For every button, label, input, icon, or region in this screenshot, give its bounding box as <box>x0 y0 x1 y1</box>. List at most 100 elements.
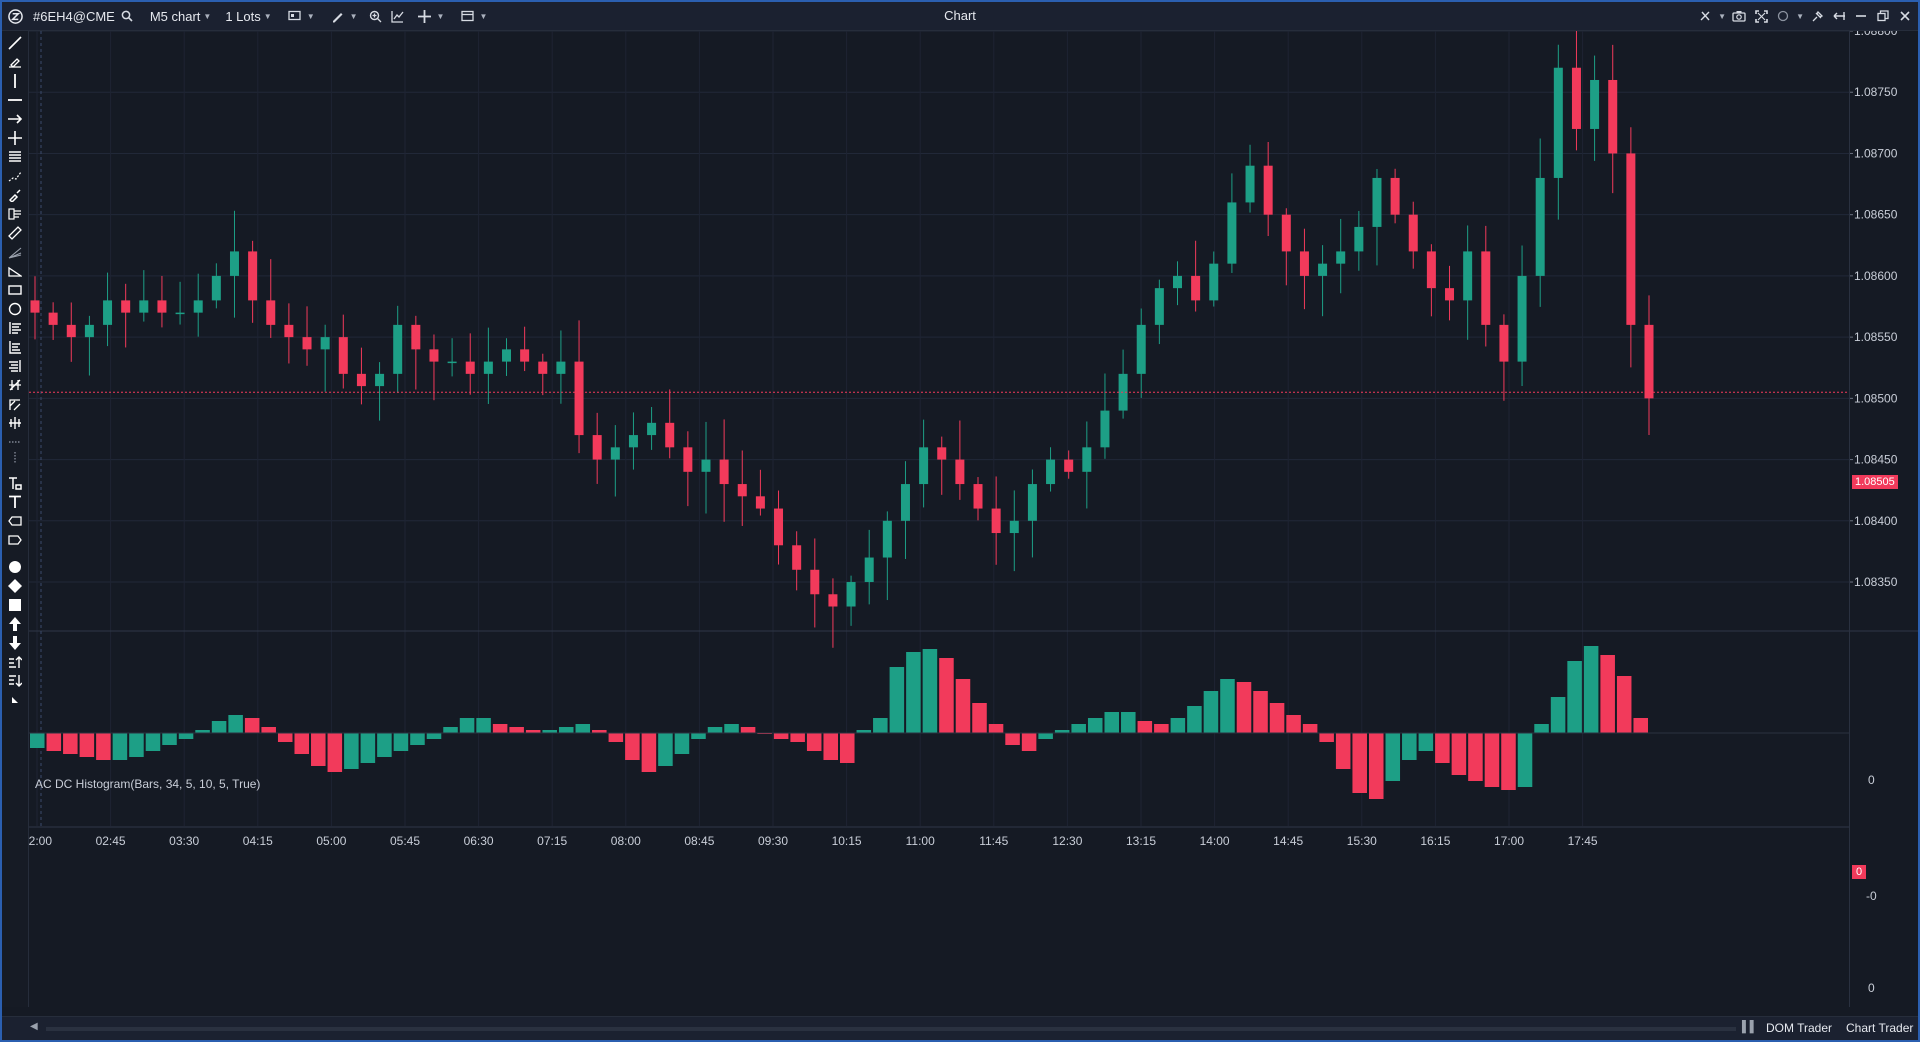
histogram-bar <box>476 718 491 733</box>
ray-icon[interactable] <box>5 110 25 128</box>
histogram-bar <box>1203 691 1219 733</box>
vertical-line-icon[interactable] <box>5 72 25 90</box>
circle-icon[interactable] <box>1774 7 1792 25</box>
zoom-icon[interactable] <box>367 7 385 25</box>
dom-trader-button[interactable]: DOM Trader <box>1766 1021 1833 1035</box>
candle-body <box>66 324 76 338</box>
chart-trader-button[interactable]: Chart Trader <box>1846 1021 1914 1035</box>
histogram-bar <box>922 649 938 733</box>
fan-icon[interactable] <box>5 243 25 261</box>
sort-down-icon[interactable] <box>5 672 25 690</box>
candle-body <box>647 422 657 436</box>
arrow-up-marker-icon[interactable] <box>5 615 25 633</box>
indicator-label: AC DC Histogram(Bars, 34, 5, 10, 5, True… <box>35 777 261 791</box>
price-axis[interactable]: 1.08800 1.08750 1.08700 1.08650 1.08600 1.085… <box>1849 24 1919 1007</box>
symbol-selector[interactable]: #6EH4@CME <box>28 5 141 27</box>
close-icon[interactable] <box>1896 7 1914 25</box>
restore-icon[interactable] <box>1874 7 1892 25</box>
pin-icon[interactable] <box>1808 7 1826 25</box>
histogram-bar <box>658 733 673 766</box>
polyline-icon[interactable] <box>5 167 25 185</box>
text-icon[interactable] <box>5 493 25 511</box>
candle-body <box>121 300 131 313</box>
fib-extension-icon[interactable] <box>5 338 25 356</box>
chevron-down-icon: ▼ <box>263 11 272 21</box>
histogram-bar <box>558 727 574 733</box>
camera-icon[interactable] <box>1730 7 1748 25</box>
chart-canvas[interactable]: 02:00 02:45 03:30 04:15 05:00 05:45 06:30 07:15… <box>22 29 1849 1007</box>
text-anchored-icon[interactable] <box>5 474 25 492</box>
price-label-icon[interactable] <box>5 512 25 530</box>
link-dropdown[interactable]: ▼ <box>1718 5 1726 27</box>
histogram-bar <box>1550 697 1566 733</box>
histogram-bar <box>79 733 95 757</box>
histogram-bar <box>955 679 971 733</box>
collapse-arrow-icon[interactable] <box>5 691 25 709</box>
arrow-down-marker-icon[interactable] <box>5 634 25 652</box>
price-axis-canvas[interactable]: 1.08800 1.08750 1.08700 1.08650 1.08600 1.085… <box>1850 24 1919 1007</box>
pencil-tool-icon[interactable] <box>5 53 25 71</box>
fullscreen-icon[interactable] <box>1752 7 1770 25</box>
crosshair-button[interactable]: ▼ <box>411 5 450 27</box>
candle-body <box>175 312 185 315</box>
cycles-icon[interactable] <box>5 414 25 432</box>
indicator-icon[interactable] <box>389 7 407 25</box>
histogram-bar <box>1302 724 1318 733</box>
time-tick-label: 11:45 <box>979 834 1008 848</box>
trend-line-icon[interactable] <box>5 34 25 52</box>
fork-icon[interactable] <box>5 205 25 223</box>
horizontal-scrollbar[interactable] <box>46 1027 1736 1031</box>
callout-icon[interactable] <box>5 531 25 549</box>
histogram-bar <box>1005 733 1020 745</box>
square-marker-icon[interactable] <box>5 596 25 614</box>
histogram-bar <box>1402 733 1417 760</box>
cross-line-icon[interactable] <box>5 129 25 147</box>
template-button[interactable]: ▼ <box>281 5 320 27</box>
minimize-icon[interactable] <box>1852 7 1870 25</box>
time-tick-label: 08:00 <box>611 834 641 848</box>
histogram-bar <box>873 718 888 733</box>
chart-area[interactable]: 02:00 02:45 03:30 04:15 05:00 05:45 06:30 07:15… <box>22 29 1849 1007</box>
scroll-left-icon[interactable]: ◀ <box>30 1021 38 1032</box>
timeframe-selector[interactable]: M5 chart ▼ <box>145 5 217 27</box>
histogram-bar <box>1121 712 1136 733</box>
draw-button[interactable]: ▼ <box>324 5 363 27</box>
diamond-marker-icon[interactable] <box>5 577 25 595</box>
time-tick-label: 02:45 <box>96 834 126 848</box>
histogram-bar <box>277 733 293 742</box>
triangle-icon[interactable] <box>5 262 25 280</box>
logo-icon[interactable] <box>6 7 24 25</box>
price-tick-label: 1.08700 <box>1854 146 1898 160</box>
brush-icon[interactable] <box>5 186 25 204</box>
scroll-handle-icon[interactable]: ▐▐ <box>1738 1021 1754 1033</box>
search-icon[interactable] <box>118 7 136 25</box>
ruler-icon[interactable] <box>5 224 25 242</box>
candle-body <box>284 324 294 338</box>
channel-icon[interactable] <box>5 148 25 166</box>
rectangle-icon[interactable] <box>5 281 25 299</box>
histogram-bar <box>261 727 276 733</box>
histogram-bar <box>1352 733 1367 793</box>
ellipse-icon[interactable] <box>5 300 25 318</box>
candle-body <box>1209 263 1219 301</box>
time-tick-label: 13:15 <box>1126 834 1156 848</box>
chevron-down-icon: ▼ <box>349 11 358 21</box>
fib-levels-icon[interactable] <box>5 357 25 375</box>
histogram-bar <box>228 715 243 733</box>
arrows-icon[interactable] <box>1830 7 1848 25</box>
pitchfork-icon[interactable] <box>5 395 25 413</box>
histogram-bar <box>344 733 359 769</box>
link-icon[interactable] <box>1696 7 1714 25</box>
histogram-bar <box>1517 733 1533 787</box>
sort-up-icon[interactable] <box>5 653 25 671</box>
circle-dropdown[interactable]: ▼ <box>1796 5 1804 27</box>
gann-icon[interactable] <box>5 376 25 394</box>
candle-body <box>574 361 584 436</box>
chevron-down-icon: ▼ <box>1796 11 1804 21</box>
fib-retracement-icon[interactable] <box>5 319 25 337</box>
lots-selector[interactable]: 1 Lots ▼ <box>220 5 276 27</box>
circle-marker-icon[interactable] <box>5 558 25 576</box>
horizontal-line-icon[interactable] <box>5 91 25 109</box>
layout-button[interactable]: ▼ <box>453 5 492 27</box>
